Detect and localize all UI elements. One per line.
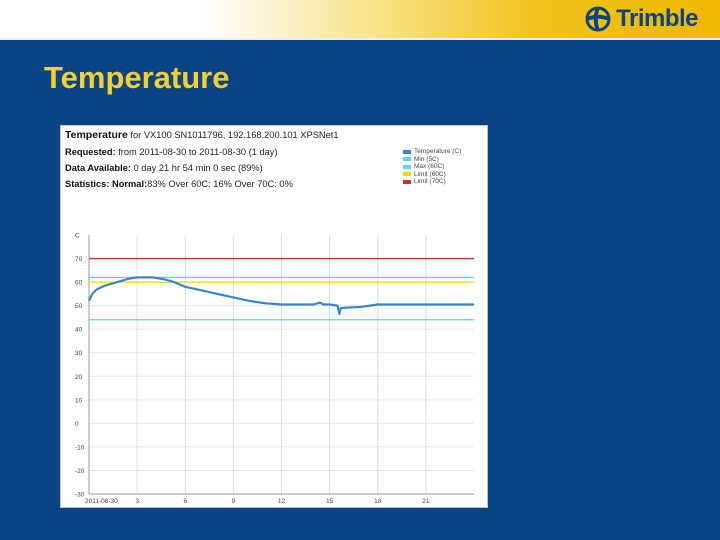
- y-tick-label: 0: [75, 421, 79, 428]
- x-tick-label: 21: [422, 498, 430, 505]
- x-tick-label: 18: [374, 498, 382, 505]
- info-statistics-label: Statistics: Normal:: [65, 180, 148, 190]
- top-banner: Trimble: [0, 0, 720, 40]
- y-tick-label: 30: [75, 350, 83, 357]
- info-statistics-text: 83% Over 60C: 16% Over 70C: 0%: [147, 180, 293, 190]
- info-available-label: Data Available:: [65, 163, 131, 173]
- legend-label: Limit (60C): [414, 170, 446, 178]
- y-tick-label: 70: [75, 256, 83, 263]
- legend-swatch: [403, 164, 411, 169]
- info-statistics-line: Statistics: Normal:83% Over 60C: 16% Ove…: [65, 180, 405, 189]
- y-tick-label: C: [75, 233, 80, 240]
- legend-item: Limit (70C): [403, 178, 483, 186]
- y-tick-label: 20: [75, 374, 83, 381]
- legend-label: Temperature (C): [414, 148, 462, 156]
- chart-panel: Temperature for VX100 SN1011796, 192.168…: [60, 125, 488, 508]
- info-available-line: Data Available: 0 day 21 hr 54 min 0 sec…: [65, 164, 405, 173]
- legend-label: Max (60C): [414, 163, 445, 171]
- info-title-label: Temperature: [65, 130, 128, 141]
- logo-text: Trimble: [616, 5, 698, 32]
- legend-swatch: [403, 172, 411, 177]
- slide-title: Temperature: [44, 60, 230, 95]
- legend-label: Limit (70C): [414, 178, 446, 186]
- legend-item: Temperature (C): [403, 148, 483, 156]
- y-tick-label: 50: [75, 303, 83, 310]
- info-requested-text: from 2011-08-30 to 2011-08-30 (1 day): [115, 147, 278, 157]
- info-title-line: Temperature for VX100 SN1011796, 192.168…: [65, 130, 405, 141]
- trimble-globe-icon: [585, 6, 611, 32]
- y-tick-label: -10: [75, 444, 85, 451]
- legend-item: Max (60C): [403, 163, 483, 171]
- legend-swatch: [403, 149, 411, 154]
- chart-info: Temperature for VX100 SN1011796, 192.168…: [65, 130, 405, 196]
- x-tick-label: 3: [135, 498, 139, 505]
- temperature-series-line: [87, 276, 474, 315]
- x-tick-label: 2011-08-30: [85, 498, 118, 505]
- legend-swatch: [403, 157, 411, 162]
- x-tick-label: 6: [183, 498, 187, 505]
- y-tick-label: 10: [75, 397, 83, 404]
- legend-label: Min (5C): [414, 155, 439, 163]
- info-available-text: 0 day 21 hr 54 min 0 sec (89%): [130, 163, 263, 173]
- y-tick-label: 40: [75, 327, 83, 334]
- info-requested-label: Requested:: [65, 147, 116, 157]
- legend-item: Limit (60C): [403, 171, 483, 179]
- y-tick-label: 60: [75, 280, 83, 287]
- trimble-logo: Trimble: [584, 5, 698, 33]
- x-tick-label: 15: [326, 498, 334, 505]
- legend-item: Min (5C): [403, 156, 483, 164]
- y-tick-label: -30: [75, 492, 85, 499]
- x-tick-label: 9: [232, 498, 236, 505]
- x-tick-label: 12: [278, 498, 286, 505]
- info-title-text: for VX100 SN1011796, 192.168.200.101 XPS…: [127, 130, 339, 140]
- legend-swatch: [403, 179, 411, 184]
- chart-legend: Temperature (C) Min (5C) Max (60C) Limit…: [403, 148, 483, 186]
- y-tick-label: -20: [75, 468, 85, 475]
- info-requested-line: Requested: from 2011-08-30 to 2011-08-30…: [65, 148, 405, 157]
